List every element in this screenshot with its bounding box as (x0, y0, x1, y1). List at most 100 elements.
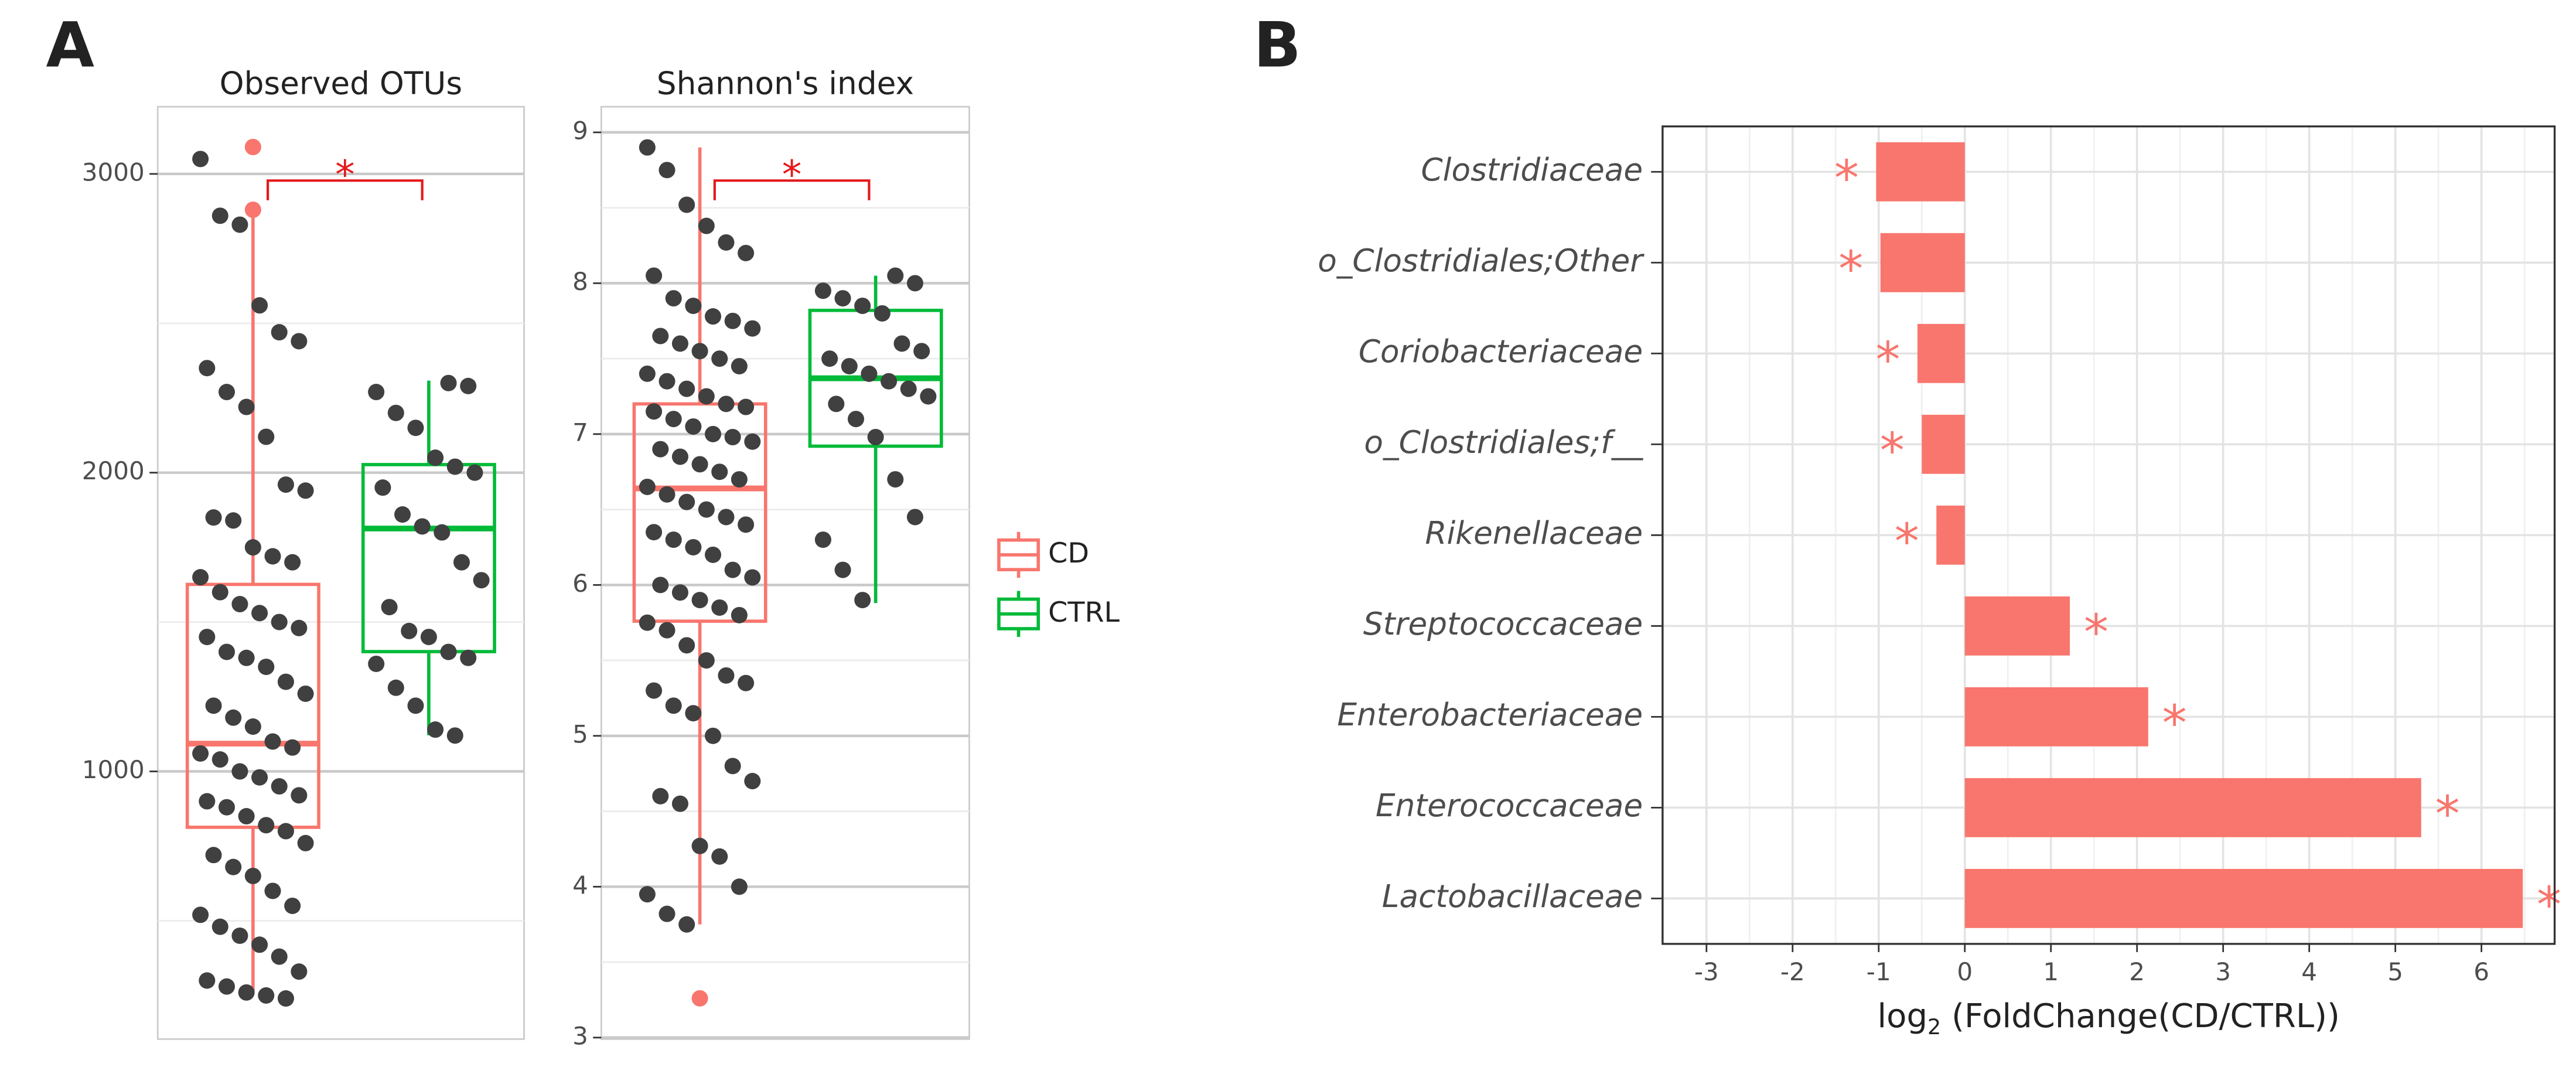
data-point (427, 721, 444, 738)
data-point (218, 978, 236, 995)
data-point (211, 584, 228, 601)
data-point (724, 428, 741, 446)
data-point (698, 388, 715, 405)
chart-title: Shannon's index (657, 65, 914, 101)
data-point (639, 365, 656, 382)
data-point (205, 847, 222, 864)
significance-label: * (1895, 513, 1919, 570)
data-point (658, 486, 675, 503)
data-point (264, 882, 281, 899)
data-point (368, 655, 385, 672)
data-point (854, 592, 871, 609)
legend-label: CD (1048, 537, 1089, 570)
data-point (199, 972, 216, 989)
data-point (887, 471, 904, 488)
data-point (264, 733, 281, 750)
data-point (731, 878, 748, 895)
data-point (744, 773, 761, 790)
data-point (277, 823, 294, 840)
data-point (867, 428, 884, 446)
data-point (705, 727, 722, 744)
data-point (834, 561, 851, 578)
data-point (691, 837, 708, 854)
category-label: o_Clostridiales;f__ (1364, 424, 1643, 461)
data-point (887, 267, 904, 284)
category-label: Coriobacteriaceae (1359, 333, 1643, 370)
panel-label: B (1254, 9, 1301, 81)
data-point (698, 501, 715, 518)
bar (1964, 596, 2070, 656)
data-point (718, 234, 735, 251)
plot-background (600, 105, 970, 1040)
data-point (225, 512, 242, 529)
data-point (678, 916, 695, 933)
data-point (446, 727, 463, 744)
data-point (374, 479, 391, 496)
data-point (407, 697, 424, 714)
data-point (665, 411, 682, 428)
x-tick-label: 3 (2215, 957, 2231, 986)
data-point (453, 554, 470, 571)
data-point (665, 531, 682, 548)
bar (1917, 323, 1965, 383)
data-point (258, 987, 275, 1004)
significance-label: * (2084, 604, 2108, 661)
data-point (231, 927, 248, 944)
legend-label: CTRL (1048, 596, 1120, 629)
data-point (218, 643, 236, 660)
data-point (407, 420, 424, 437)
data-point (711, 463, 728, 480)
data-point (427, 449, 444, 466)
data-point (414, 518, 431, 535)
data-point (639, 139, 656, 156)
x-tick-label: -1 (1867, 957, 1891, 986)
data-point (225, 858, 242, 875)
x-tick-label: 6 (2473, 957, 2489, 986)
data-point (244, 539, 261, 556)
data-point (284, 554, 301, 571)
data-point (678, 493, 695, 510)
data-point (685, 297, 702, 314)
data-point (199, 629, 216, 646)
data-point (199, 360, 216, 377)
data-point (652, 577, 669, 594)
category-label: Streptococcaceae (1363, 606, 1643, 642)
data-point (678, 196, 695, 213)
significance-bracket (266, 179, 424, 200)
data-point (218, 384, 236, 401)
data-point (251, 769, 268, 786)
x-tick-label: -2 (1780, 957, 1805, 986)
significance-label: * (1880, 422, 1905, 479)
y-tick-label: 6 (572, 569, 588, 598)
data-point (671, 584, 688, 601)
y-tick-label: 8 (572, 267, 588, 296)
category-label: Lactobacillaceae (1382, 878, 1643, 915)
significance-label: * (2162, 694, 2187, 752)
data-point (738, 516, 755, 533)
data-point (271, 948, 288, 965)
data-point (258, 659, 275, 676)
data-point (731, 471, 748, 488)
data-point (834, 290, 851, 307)
data-point (913, 343, 930, 360)
x-tick-label: 4 (2301, 957, 2317, 986)
y-tick-label: 9 (572, 116, 588, 145)
data-point (291, 619, 308, 636)
data-point (284, 897, 301, 914)
data-point (205, 697, 222, 714)
data-point (874, 305, 890, 322)
data-point (652, 328, 669, 345)
box (361, 463, 496, 653)
data-point (658, 162, 675, 179)
data-point (731, 357, 748, 374)
significance-bracket (713, 179, 871, 200)
data-point (738, 674, 755, 691)
data-point (460, 377, 477, 394)
data-point (238, 808, 255, 825)
data-point (251, 936, 268, 953)
data-point (821, 350, 838, 367)
data-point (192, 569, 209, 586)
data-point (639, 478, 656, 495)
significance-label: * (1875, 331, 1900, 388)
data-point (698, 217, 715, 234)
